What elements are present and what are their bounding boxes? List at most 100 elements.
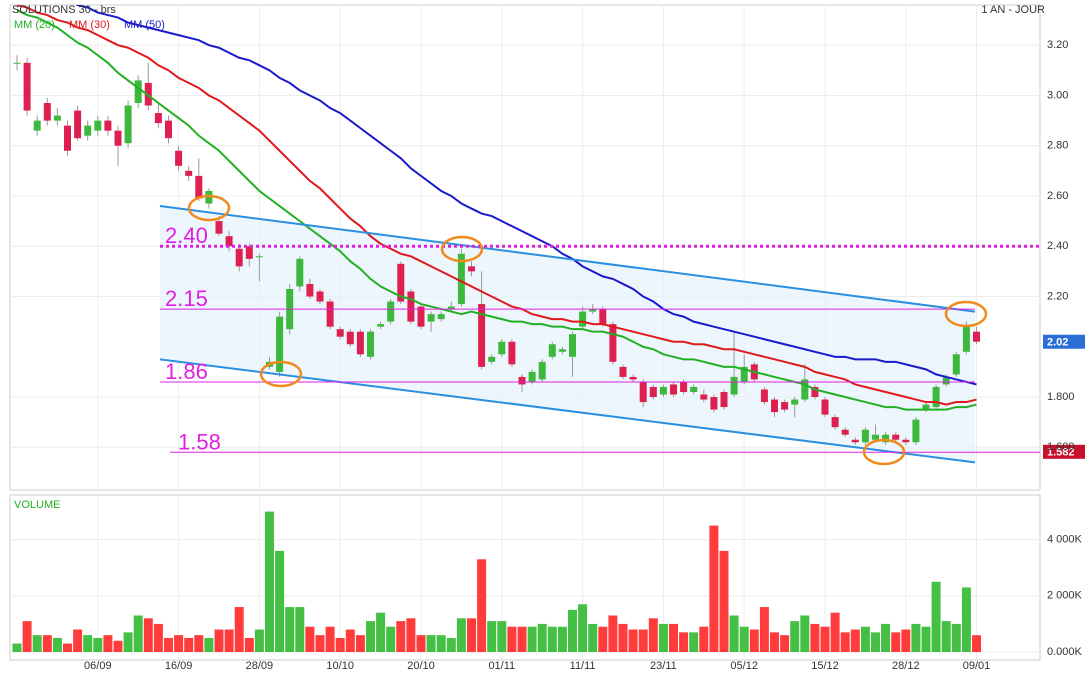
volume-bar: [204, 637, 214, 652]
price-tag: [1043, 444, 1085, 459]
candle-body: [134, 80, 142, 104]
candle-body: [973, 331, 980, 342]
volume-bar: [648, 618, 658, 652]
volume-bar: [517, 626, 527, 652]
volume-bar: [355, 635, 365, 652]
volume-bar: [699, 626, 709, 652]
chart-subtitle: 1 AN - JOUR: [981, 4, 1045, 16]
candle-body: [346, 331, 354, 345]
moving-average-line: [16, 5, 977, 406]
chart-title: SOLUTIONS 30 - brs: [12, 4, 116, 16]
candle-body: [962, 326, 970, 352]
candle-body: [589, 309, 597, 312]
volume-bar: [749, 629, 759, 652]
volume-bar: [315, 635, 325, 652]
candle-body: [841, 429, 849, 435]
candle-body: [811, 386, 819, 398]
volume-bar: [770, 632, 779, 652]
candle-body: [932, 386, 940, 408]
volume-bar: [557, 626, 567, 652]
volume-bar: [669, 623, 678, 652]
candle-body: [700, 394, 708, 400]
candle-body: [94, 120, 102, 131]
legend-label: MM (20): [14, 19, 55, 31]
volume-bar: [871, 632, 880, 652]
volume-bar: [881, 623, 891, 652]
candle-body: [649, 386, 657, 398]
volume-bar: [860, 626, 870, 652]
volume-bar: [972, 635, 981, 652]
volume-bar: [790, 621, 800, 652]
highlight-circle: [259, 360, 303, 388]
price-tag-label: 1.582: [1047, 447, 1075, 459]
x-tick-label: 11/11: [570, 660, 596, 672]
candle-body: [397, 263, 405, 302]
candle-body: [468, 266, 475, 272]
y-tick-label: 2.60: [1047, 190, 1068, 202]
price-tag: [1043, 334, 1085, 349]
candle-body: [902, 439, 910, 443]
volume-bar: [467, 618, 476, 652]
candle-body: [225, 236, 233, 247]
candle-body: [326, 301, 334, 327]
candle-body: [791, 399, 799, 405]
volume-bar: [174, 635, 184, 652]
candle-body: [33, 120, 41, 131]
y-tick-label: 2 000K: [1047, 590, 1083, 602]
candle-body: [427, 314, 435, 322]
candle-body: [892, 434, 900, 440]
volume-title: VOLUME: [14, 499, 60, 511]
volume-bar: [376, 612, 386, 652]
volume-bar: [598, 626, 608, 652]
x-tick-label: 28/12: [892, 660, 920, 672]
volume-bar: [113, 640, 123, 652]
overlay: [160, 206, 975, 463]
volume-bar: [961, 587, 971, 652]
volume-bar: [184, 637, 194, 652]
annotations: 2.40 2.15 1.86 1.58 2.02 1.582: [159, 205, 1085, 464]
candle-body: [114, 130, 122, 146]
ellipses: [187, 194, 988, 466]
y-tick-label: 1.800: [1047, 391, 1075, 403]
volume-bar: [224, 629, 234, 652]
volume-bar: [325, 626, 335, 652]
candle-body: [821, 399, 829, 415]
reference-label: 2.15: [165, 286, 208, 311]
candle-body: [538, 361, 546, 380]
candle-body: [175, 150, 183, 166]
y-tick-label: 2.40: [1047, 240, 1068, 252]
candle-body: [801, 379, 809, 400]
candle-body: [417, 306, 425, 327]
candle-body: [215, 221, 223, 234]
volume-bar: [497, 621, 507, 652]
y-tick-label: 3.00: [1047, 89, 1068, 101]
volume-bar: [810, 623, 820, 652]
volume-bar: [921, 626, 931, 652]
volume-bar: [891, 632, 901, 652]
x-tick-label: 01/11: [488, 660, 515, 672]
volume-bar: [52, 637, 62, 652]
volume-bar: [618, 623, 628, 652]
candle-body: [629, 376, 637, 380]
candle-body: [407, 291, 415, 322]
volume-bar: [234, 607, 244, 652]
candle-body: [84, 125, 92, 136]
candle-body: [245, 246, 253, 259]
highlight-circle: [187, 194, 231, 222]
volume-bar: [901, 629, 911, 652]
candle-body: [670, 384, 677, 395]
y-tick-label: 0.000K: [1047, 646, 1083, 658]
volume-bar: [759, 607, 769, 652]
candle-body: [851, 439, 859, 443]
reference-label: 1.86: [165, 359, 208, 384]
candle-body: [609, 324, 617, 362]
volume-bar: [456, 618, 466, 652]
volume-bar: [63, 643, 72, 652]
candle-body: [659, 386, 667, 395]
candle-body: [255, 256, 263, 258]
volume-bar: [487, 621, 497, 652]
candle-body: [367, 331, 374, 357]
candle-body: [882, 434, 890, 443]
volume-bar: [689, 632, 699, 652]
volume-bar: [568, 609, 577, 652]
